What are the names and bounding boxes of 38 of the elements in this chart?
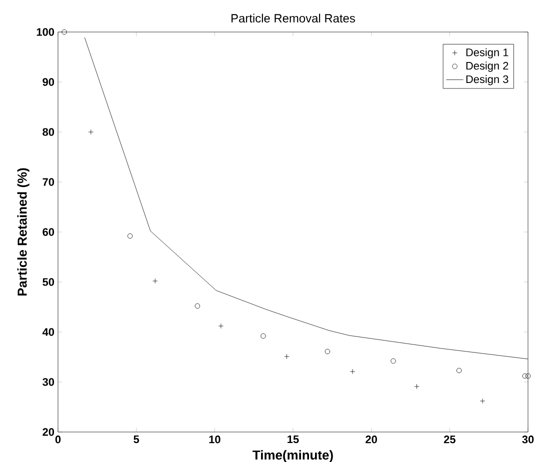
- chart-title: Particle Removal Rates: [232, 14, 355, 22]
- point: [284, 354, 290, 360]
- x-tick-label: 25: [444, 436, 456, 444]
- y-tick-label: 100: [36, 28, 54, 36]
- x-tick-label: 0: [55, 436, 61, 444]
- point: [260, 333, 266, 339]
- point: [525, 373, 531, 379]
- point: [62, 29, 67, 35]
- y-tick-label: 80: [42, 128, 54, 136]
- point: [390, 358, 396, 364]
- y-axis-title: Particle Retained (%): [17, 168, 30, 296]
- y-tick-label: 60: [42, 228, 54, 236]
- point: [194, 303, 200, 309]
- point: [480, 398, 486, 404]
- y-tick-label: 70: [42, 178, 54, 186]
- x-tick-label: 10: [209, 436, 220, 444]
- y-tick-label: 20: [42, 428, 54, 436]
- legend-label: Design 1: [466, 48, 508, 58]
- point: [127, 233, 133, 239]
- point: [456, 368, 462, 374]
- x-tick-label: 5: [134, 436, 140, 444]
- x-axis-title: Time(minute): [252, 450, 333, 462]
- point: [218, 323, 224, 329]
- point: [324, 348, 330, 354]
- y-tick-label: 90: [42, 78, 54, 86]
- x-tick-label: 15: [288, 436, 299, 444]
- legend-label: Design 3: [466, 75, 508, 86]
- point: [152, 278, 158, 284]
- legend-label: Design 2: [466, 62, 508, 72]
- point: [350, 368, 356, 374]
- x-tick-label: 30: [522, 436, 534, 444]
- y-tick-label: 30: [42, 378, 54, 386]
- y-tick-label: 40: [42, 328, 54, 336]
- point: [414, 384, 420, 390]
- point: [88, 129, 94, 135]
- point: [522, 373, 528, 379]
- y-tick-label: 50: [42, 278, 54, 286]
- x-tick-label: 20: [366, 436, 377, 444]
